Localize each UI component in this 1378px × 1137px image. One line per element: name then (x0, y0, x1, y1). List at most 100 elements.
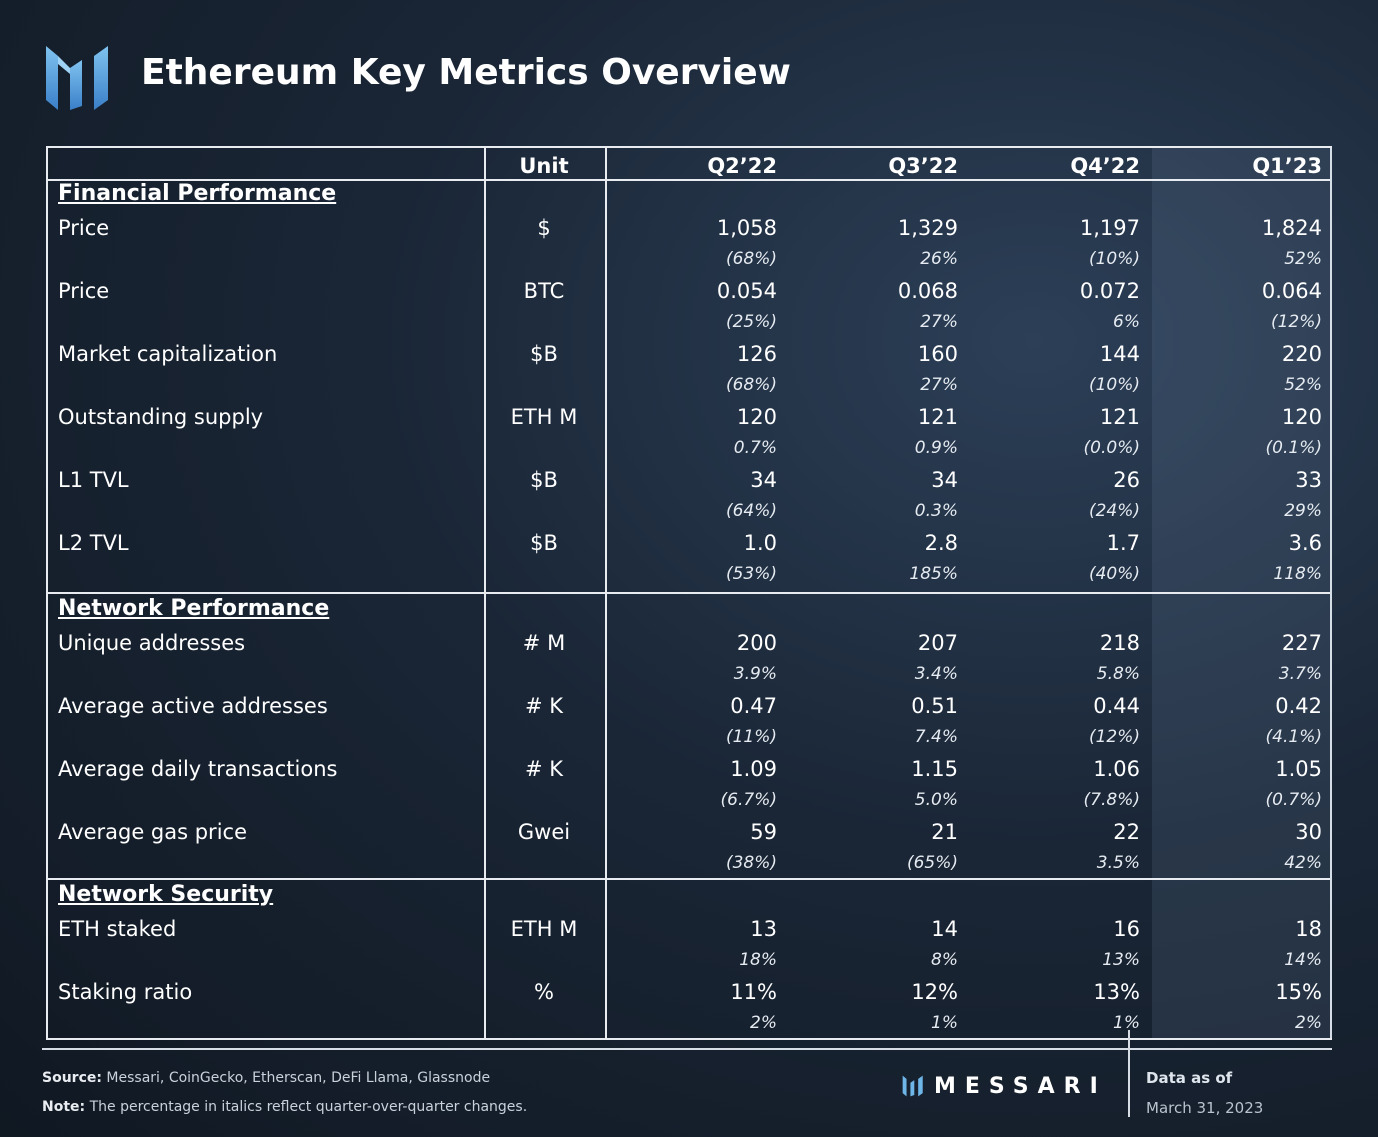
qoq-change: 26% (920, 249, 958, 269)
qoq-change: 0.9% (914, 438, 958, 458)
qoq-change: 52% (1284, 375, 1322, 395)
qoq-change: 0.7% (733, 438, 777, 458)
metric-value: 22 (1113, 820, 1140, 844)
metric-value: 3.6 (1288, 531, 1322, 555)
messari-m-logo-icon (46, 46, 108, 110)
qoq-change: 14% (1284, 950, 1322, 970)
metric-label: Average gas price (58, 820, 247, 844)
qoq-change: 27% (920, 375, 958, 395)
qoq-change: 3.4% (914, 664, 958, 684)
metric-value: 15% (1275, 980, 1322, 1004)
data-as-of-label: Data as of (1146, 1069, 1233, 1087)
metric-value: 0.072 (1079, 279, 1140, 303)
metric-label: L2 TVL (58, 531, 129, 555)
metric-value: 18 (1295, 917, 1322, 941)
metric-value: 0.054 (716, 279, 777, 303)
section-divider (48, 878, 1330, 880)
brand-wordmark: MESSARI (934, 1073, 1107, 1099)
metric-unit: # K (524, 757, 564, 781)
qoq-change: (24%) (1088, 501, 1140, 521)
metric-value: 21 (931, 820, 958, 844)
metric-value: 1.15 (911, 757, 958, 781)
metric-value: 33 (1295, 468, 1322, 492)
qoq-change: 13% (1102, 950, 1140, 970)
section-title: Financial Performance (58, 181, 337, 206)
qoq-change: 118% (1273, 564, 1322, 584)
metric-label: Average daily transactions (58, 757, 338, 781)
metric-unit: $B (530, 342, 558, 366)
qoq-change: (4.1%) (1265, 727, 1322, 747)
qoq-change: (0.7%) (1265, 790, 1322, 810)
column-header-q2-22: Q2’22 (707, 154, 777, 178)
qoq-change: (12%) (1270, 312, 1322, 332)
metric-value: 11% (730, 980, 777, 1004)
qoq-change: (10%) (1088, 375, 1140, 395)
metric-value: 1.05 (1275, 757, 1322, 781)
section-divider (48, 592, 1330, 594)
section-title: Network Security (58, 882, 274, 907)
qoq-change: 6% (1113, 312, 1140, 332)
qoq-change: (65%) (906, 853, 958, 873)
metric-value: 144 (1099, 342, 1140, 366)
section-title: Network Performance (58, 596, 330, 621)
qoq-change: 185% (909, 564, 958, 584)
note-text: The percentage in italics reflect quarte… (89, 1099, 528, 1115)
qoq-change: 27% (920, 312, 958, 332)
qoq-change: 29% (1284, 501, 1322, 521)
qoq-change: (7.8%) (1083, 790, 1140, 810)
metric-unit: % (534, 980, 554, 1004)
messari-brand: MESSARI (900, 1072, 1107, 1100)
data-as-of-date: March 31, 2023 (1146, 1099, 1264, 1117)
metric-value: 160 (917, 342, 958, 366)
metric-unit: ETH M (510, 405, 578, 429)
qoq-change: 18% (739, 950, 777, 970)
qoq-change: 8% (931, 950, 958, 970)
qoq-change: (12%) (1088, 727, 1140, 747)
source-text: Messari, CoinGecko, Etherscan, DeFi Llam… (106, 1070, 491, 1086)
column-header-unit: Unit (519, 154, 569, 178)
metric-value: 16 (1113, 917, 1140, 941)
metric-value: 0.42 (1275, 694, 1322, 718)
metric-unit: $B (530, 531, 558, 555)
metric-value: 207 (917, 631, 958, 655)
qoq-change: 52% (1284, 249, 1322, 269)
qoq-change: 3.9% (733, 664, 777, 684)
metric-value: 1.7 (1106, 531, 1140, 555)
column-header-q3-22: Q3’22 (888, 154, 958, 178)
qoq-change: (64%) (725, 501, 777, 521)
metric-value: 59 (750, 820, 777, 844)
metric-label: Market capitalization (58, 342, 278, 366)
metric-value: 0.51 (911, 694, 958, 718)
note-label: Note: (42, 1099, 86, 1115)
metric-value: 13 (750, 917, 777, 941)
qoq-change: 3.7% (1278, 664, 1322, 684)
qoq-change: 1% (1113, 1013, 1140, 1033)
metric-value: 120 (1281, 405, 1322, 429)
qoq-change: (68%) (725, 249, 777, 269)
metric-value: 121 (917, 405, 958, 429)
metric-value: 121 (1099, 405, 1140, 429)
metric-label: Average active addresses (58, 694, 328, 718)
metric-value: 12% (911, 980, 958, 1004)
qoq-change: (11%) (725, 727, 777, 747)
metric-value: 120 (736, 405, 777, 429)
metric-unit: # M (522, 631, 566, 655)
metric-label: L1 TVL (58, 468, 129, 492)
quarter-change-note: Note: The percentage in italics reflect … (42, 1099, 527, 1115)
qoq-change: (6.7%) (720, 790, 777, 810)
metric-unit: ETH M (510, 917, 578, 941)
qoq-change: (38%) (725, 853, 777, 873)
metric-value: 1.09 (730, 757, 777, 781)
qoq-change: (25%) (725, 312, 777, 332)
messari-small-logo-icon (902, 1075, 923, 1097)
qoq-change: 5.8% (1096, 664, 1140, 684)
source-label: Source: (42, 1070, 102, 1086)
metric-value: 1,824 (1261, 216, 1322, 240)
metric-value: 0.068 (897, 279, 958, 303)
metric-value: 14 (931, 917, 958, 941)
column-header-q1-23: Q1’23 (1252, 154, 1322, 178)
footer-vertical-divider (1128, 1030, 1130, 1117)
metric-value: 2.8 (924, 531, 958, 555)
metric-value: 1.0 (743, 531, 777, 555)
metric-value: 0.064 (1261, 279, 1322, 303)
